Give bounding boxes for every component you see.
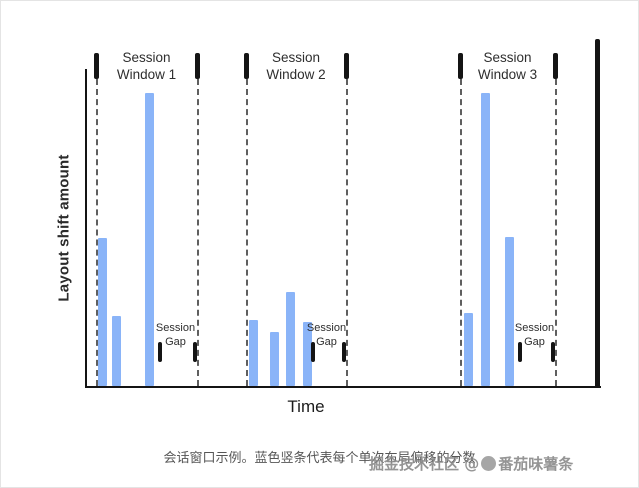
session-gap-label-line: Gap [165,336,186,348]
x-axis-label: Time [287,397,325,416]
layout-shift-bar [249,320,258,386]
window-boundary-line [246,79,248,386]
session-gap-label-line: Session [306,322,347,334]
layout-shift-bar [286,292,295,386]
session-window-label: Session Window 2 [266,49,325,83]
window-boundary-marker [344,53,349,79]
layout-shift-bar [464,313,473,386]
session-gap-label-line: Session [155,322,196,334]
window-boundary-line [96,79,98,386]
session-window-label-line: Session [122,50,171,65]
window-boundary-marker [244,53,249,79]
window-boundary-marker [458,53,463,79]
y-axis-line [85,69,87,386]
session-window-label-line: Window 1 [116,67,177,82]
session-window-label-line: Session [271,50,321,65]
window-boundary-line [460,79,462,386]
caption-text: 会话窗口示例。蓝色竖条代表每个单次布局偏移的分数 [163,451,476,466]
watermark: 掘金技术社区 @ 番茄味薯条 [369,453,573,474]
session-gap-label: Session Gap [307,321,346,349]
session-gap-marker [193,342,197,362]
window-boundary-line [555,79,557,386]
session-gap-label-line: Gap [524,336,545,348]
session-gap-label-line: Session [514,322,555,334]
watermark-avatar-icon [481,456,497,471]
session-gap-label-line: Gap [316,336,337,348]
layout-shift-bar [98,238,107,386]
figure-caption: 会话窗口示例。蓝色竖条代表每个单次布局偏移的分数 [1,447,638,466]
session-gap-marker [518,342,522,362]
layout-shift-bar [481,93,490,386]
session-window-label: Session Window 3 [478,49,537,83]
window-boundary-marker [195,53,200,79]
session-gap-marker [311,342,315,362]
watermark-site-text: 掘金技术社区 @ [369,455,480,473]
timeline-end-marker [595,39,600,388]
layout-shift-bar [270,332,279,386]
session-window-label: Session Window 1 [117,49,176,83]
session-window-label-line: Session [483,50,532,65]
session-gap-label: Session Gap [515,321,554,349]
watermark-username-text: 番茄味薯条 [498,455,574,473]
session-gap-marker [551,342,555,362]
layout-shift-bar [112,316,121,386]
layout-shift-bar [505,237,514,386]
session-gap-label: Session Gap [156,321,195,349]
y-axis-label: Layout shift amount [55,154,73,302]
session-window-label-line: Window 2 [266,67,326,82]
layout-shift-bar [145,93,154,386]
layout-shift-bar [303,322,312,386]
session-gap-marker [342,342,346,362]
x-axis-line [85,386,601,388]
session-window-label-line: Window 3 [477,67,538,82]
session-gap-marker [158,342,162,362]
window-boundary-line [346,79,348,386]
window-boundary-marker [94,53,99,79]
window-boundary-line [197,79,199,386]
window-boundary-marker [553,53,558,79]
